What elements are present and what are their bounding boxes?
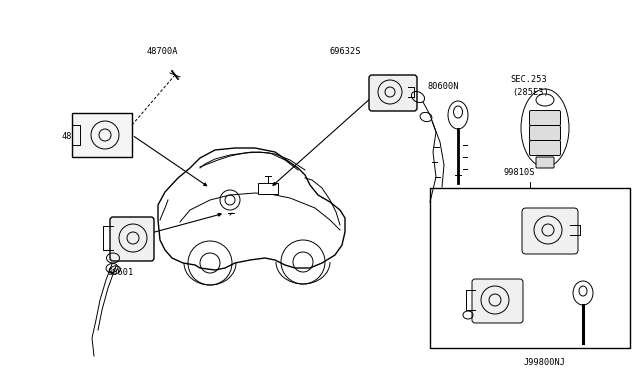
FancyBboxPatch shape	[472, 279, 523, 323]
Text: 69632S: 69632S	[330, 47, 362, 56]
Text: 80601: 80601	[108, 268, 134, 277]
FancyBboxPatch shape	[529, 110, 561, 125]
FancyBboxPatch shape	[529, 125, 561, 141]
Text: 99810S: 99810S	[503, 168, 534, 177]
FancyBboxPatch shape	[369, 75, 417, 111]
Text: 48700A: 48700A	[147, 47, 179, 56]
Bar	[258, 183, 278, 194]
Bar	[72, 113, 132, 157]
Text: (285E3): (285E3)	[512, 88, 548, 97]
FancyBboxPatch shape	[529, 141, 561, 155]
Text: SEC.253: SEC.253	[510, 75, 547, 84]
Bar	[430, 188, 630, 348]
Text: 48700: 48700	[62, 132, 88, 141]
Text: J99800NJ: J99800NJ	[524, 358, 566, 367]
FancyBboxPatch shape	[522, 208, 578, 254]
FancyBboxPatch shape	[536, 157, 554, 168]
FancyBboxPatch shape	[110, 217, 154, 261]
Text: 80600N: 80600N	[428, 82, 460, 91]
